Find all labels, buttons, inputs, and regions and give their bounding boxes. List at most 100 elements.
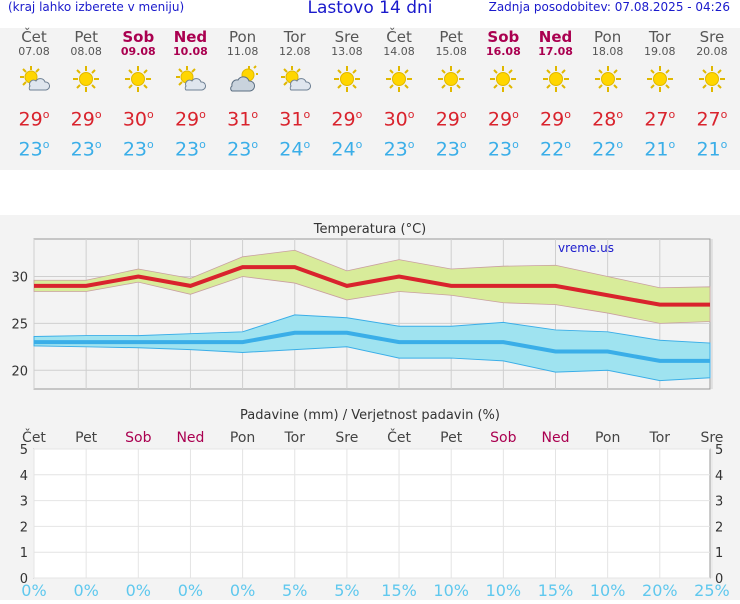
degree-symbol: o xyxy=(564,108,571,121)
max-temperature: 29o xyxy=(8,102,60,132)
max-temperature-value: 31 xyxy=(227,108,252,131)
temperature-chart-title: Temperatura (°C) xyxy=(313,222,426,237)
min-temperature-value: 23 xyxy=(383,138,408,161)
precipitation-probability-label: 15% xyxy=(381,581,417,600)
max-temperature: 29o xyxy=(60,102,112,132)
y-tick-label-right: 3 xyxy=(715,495,723,510)
precipitation-day-label: Pet xyxy=(75,430,98,446)
degree-symbol: o xyxy=(147,108,154,121)
min-temperature-value: 22 xyxy=(592,138,617,161)
max-temperature-value: 29 xyxy=(487,108,513,131)
degree-symbol: o xyxy=(147,138,154,152)
min-temperature-value: 23 xyxy=(227,138,252,161)
day-name: Sob xyxy=(487,28,520,46)
precipitation-probability-label: 25% xyxy=(694,581,730,600)
degree-symbol: o xyxy=(512,138,519,152)
day-date: 08.08 xyxy=(70,45,102,58)
y-tick-label: 30 xyxy=(11,271,28,286)
day-date: 16.08 xyxy=(485,45,521,58)
sun-icon xyxy=(321,60,373,98)
day-column: Tor 19.08 27o 21o xyxy=(634,28,686,163)
y-tick-label: 25 xyxy=(11,317,28,332)
precipitation-probability-label: 0% xyxy=(126,581,151,600)
day-column: Čet 14.08 30o 23o xyxy=(373,28,425,163)
min-temperature: 23o xyxy=(164,132,216,162)
y-tick-label-left: 4 xyxy=(20,469,28,484)
min-temperature: 23o xyxy=(112,132,164,162)
precipitation-day-label: Čet xyxy=(22,428,46,446)
degree-symbol: o xyxy=(94,138,102,152)
day-date: 07.08 xyxy=(18,45,50,58)
forecast-strip: Čet 07.08 29o 23o Pet 08.08 29o 23o Sob 09.08 30o 2… xyxy=(0,28,740,170)
day-date: 15.08 xyxy=(435,45,467,58)
degree-symbol: o xyxy=(616,138,624,152)
precipitation-day-label: Čet xyxy=(387,428,411,446)
precipitation-day-label: Pon xyxy=(230,430,255,446)
day-name: Čet xyxy=(21,28,47,46)
day-name: Čet xyxy=(386,28,412,46)
sun-cloud-icon xyxy=(269,60,321,98)
degree-symbol: o xyxy=(459,108,467,121)
day-name: Pon xyxy=(228,28,257,46)
min-temperature: 23o xyxy=(60,132,112,162)
max-temperature: 31o xyxy=(217,102,269,132)
min-temperature-value: 24 xyxy=(331,138,356,161)
watermark-label: vreme.us xyxy=(558,241,614,255)
max-temperature: 29o xyxy=(425,102,477,132)
degree-symbol: o xyxy=(720,138,728,152)
degree-symbol: o xyxy=(303,108,311,121)
sun-cloud-icon xyxy=(164,60,216,98)
degree-symbol: o xyxy=(42,138,50,152)
day-date: 20.08 xyxy=(696,45,728,58)
min-temperature: 23o xyxy=(217,132,269,162)
max-temperature-value: 29 xyxy=(70,108,95,131)
precipitation-day-label: Pet xyxy=(440,430,463,446)
min-temperature-value: 21 xyxy=(644,138,669,161)
max-temperature: 31o xyxy=(269,102,321,132)
max-temperature-line xyxy=(34,265,710,307)
header-location-note: (kraj lahko izberete v meniju) xyxy=(8,0,185,14)
day-column: Ned 17.08 29o 22o xyxy=(530,28,582,163)
sun-icon xyxy=(686,60,738,98)
min-temperature: 22o xyxy=(582,132,634,162)
degree-symbol: o xyxy=(512,108,519,121)
day-date: 17.08 xyxy=(538,45,573,58)
day-column: Pon 11.08 31o 23o xyxy=(217,28,269,163)
day-name: Tor xyxy=(283,28,306,46)
degree-symbol: o xyxy=(668,108,676,121)
precipitation-day-label: Sre xyxy=(700,430,723,446)
max-temperature-value: 28 xyxy=(592,108,617,131)
day-column: Tor 12.08 31o 24o xyxy=(269,28,321,163)
min-temperature: 22o xyxy=(530,132,582,162)
y-tick-label-left: 2 xyxy=(20,520,28,535)
max-temperature: 27o xyxy=(686,102,738,132)
degree-symbol: o xyxy=(355,108,363,121)
last-update: Zadnja posodobitev: 07.08.2025 - 04:26 xyxy=(488,0,730,14)
precipitation-day-label: Tor xyxy=(649,430,671,446)
cloud-sun-icon xyxy=(217,60,269,98)
day-name: Pet xyxy=(74,28,98,46)
day-name: Sre xyxy=(334,28,360,46)
precipitation-chart-title: Padavine (mm) / Verjetnost padavin (%) xyxy=(240,408,500,423)
day-date: 13.08 xyxy=(331,45,363,58)
min-temperature-value: 23 xyxy=(122,138,148,161)
day-column: Ned 10.08 29o 23o xyxy=(164,28,216,163)
precipitation-probability-label: 10% xyxy=(486,581,522,600)
day-date: 11.08 xyxy=(226,45,259,58)
degree-symbol: o xyxy=(407,108,415,121)
max-temperature-value: 29 xyxy=(540,108,565,131)
day-date: 18.08 xyxy=(591,45,624,58)
day-name: Ned xyxy=(173,28,208,46)
min-temperature: 23o xyxy=(477,132,529,162)
max-temperature-value: 29 xyxy=(18,108,43,131)
day-name: Sre xyxy=(699,28,725,46)
degree-symbol: o xyxy=(42,108,50,121)
degree-symbol: o xyxy=(459,138,467,152)
y-tick-label-right: 1 xyxy=(715,546,723,561)
min-temperature: 23o xyxy=(373,132,425,162)
day-name: Sob xyxy=(122,28,155,46)
min-temperature-value: 23 xyxy=(487,138,513,161)
y-tick-label-left: 0 xyxy=(20,572,28,587)
day-date: 14.08 xyxy=(383,45,415,58)
